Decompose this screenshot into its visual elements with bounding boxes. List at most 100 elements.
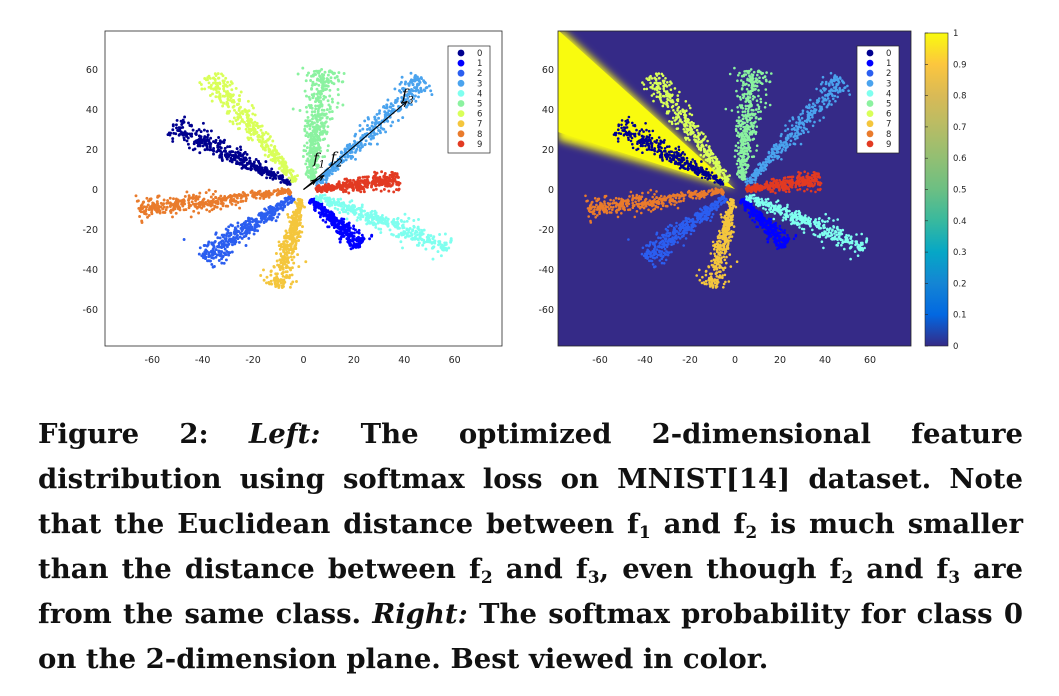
point-class-2: [218, 236, 222, 240]
point-class-5: [325, 77, 329, 81]
point-class-0: [267, 173, 271, 177]
point-class-2: [221, 254, 225, 258]
point-class-4: [375, 218, 379, 222]
point-class-5: [310, 155, 314, 159]
point-class-3: [340, 159, 344, 162]
point-class-1: [352, 242, 356, 246]
point-class-1: [355, 239, 359, 243]
point-class-7: [296, 203, 300, 207]
point-class-4: [414, 235, 417, 238]
point-class-5: [317, 107, 320, 111]
point-class-0: [665, 157, 669, 161]
point-class-3: [334, 169, 337, 173]
x-tick-label: 40: [398, 355, 410, 366]
point-class-9: [347, 191, 351, 195]
point-class-0: [665, 145, 669, 148]
point-class-7: [283, 242, 286, 246]
point-class-4: [422, 238, 426, 242]
point-class-6: [238, 127, 241, 130]
point-class-1: [325, 210, 329, 214]
point-class-6: [251, 125, 255, 129]
point-class-3: [422, 88, 426, 92]
point-class-8: [182, 201, 186, 205]
point-class-5: [322, 108, 326, 112]
point-class-5: [330, 110, 334, 114]
point-class-9: [383, 172, 387, 175]
point-class-4: [379, 216, 383, 220]
point-class-0: [620, 123, 623, 127]
point-class-6: [227, 94, 231, 98]
point-class-5: [315, 138, 319, 142]
point-class-3: [794, 124, 798, 128]
point-class-0: [658, 155, 662, 159]
point-class-6: [286, 169, 289, 173]
point-class-0: [686, 168, 690, 171]
point-class-7: [292, 261, 296, 265]
point-class-8: [179, 199, 183, 203]
point-class-4: [439, 245, 443, 248]
point-class-2: [678, 229, 682, 232]
point-class-2: [663, 237, 667, 241]
point-class-4: [438, 233, 442, 236]
point-class-5: [313, 175, 317, 179]
point-class-2: [665, 232, 668, 235]
point-class-3: [321, 181, 325, 184]
point-class-4: [408, 226, 412, 230]
point-class-5: [322, 124, 326, 128]
point-class-1: [329, 210, 333, 214]
point-class-0: [667, 150, 671, 154]
point-class-5: [315, 146, 319, 150]
point-class-2: [675, 230, 679, 233]
point-class-0: [679, 163, 682, 166]
point-class-8: [219, 194, 223, 198]
point-class-3: [396, 119, 400, 122]
point-class-0: [638, 130, 642, 133]
point-class-0: [650, 145, 653, 148]
point-class-2: [682, 244, 685, 247]
point-class-1: [327, 210, 331, 214]
point-class-0: [630, 136, 634, 140]
point-class-9: [370, 185, 373, 189]
point-class-0: [246, 167, 250, 171]
point-class-1: [758, 215, 761, 219]
point-class-2: [197, 252, 201, 256]
point-class-2: [723, 196, 726, 200]
point-class-0: [655, 141, 658, 144]
point-class-8: [169, 211, 173, 214]
point-class-2: [666, 251, 669, 254]
point-class-3: [369, 142, 373, 146]
point-class-5: [310, 86, 314, 90]
point-class-1: [322, 207, 326, 211]
point-class-0: [264, 160, 268, 164]
point-class-2: [640, 252, 644, 256]
legend-label: 5: [477, 100, 482, 110]
point-class-3: [400, 75, 404, 79]
point-class-4: [337, 203, 340, 207]
point-class-2: [672, 242, 675, 246]
point-class-0: [199, 130, 203, 134]
point-class-7: [293, 227, 297, 231]
point-class-2: [272, 206, 276, 210]
point-class-2: [233, 242, 237, 246]
point-class-0: [673, 162, 677, 165]
point-class-0: [659, 149, 663, 153]
y-tick-label: 40: [86, 105, 98, 116]
point-class-2: [284, 196, 288, 200]
point-class-8: [136, 199, 140, 203]
point-class-9: [397, 188, 400, 192]
point-class-0: [719, 178, 722, 182]
point-class-3: [354, 149, 358, 153]
point-class-4: [369, 212, 373, 216]
point-class-0: [239, 145, 242, 149]
point-class-9: [340, 187, 344, 191]
point-class-3: [407, 102, 411, 106]
point-class-2: [201, 254, 205, 258]
point-class-7: [289, 255, 293, 259]
point-class-1: [759, 222, 762, 226]
point-class-4: [421, 243, 425, 247]
point-class-0: [690, 167, 693, 171]
point-class-7: [280, 284, 284, 288]
point-class-9: [379, 189, 383, 193]
point-class-8: [238, 194, 241, 197]
point-class-0: [249, 162, 253, 166]
